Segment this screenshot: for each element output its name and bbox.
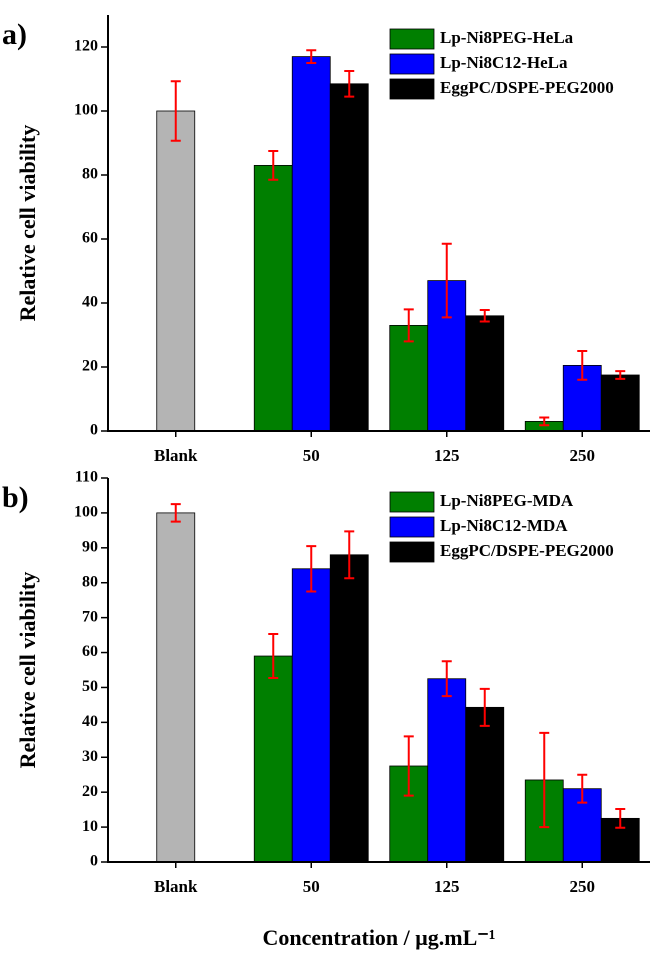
- bar: [253, 164, 293, 432]
- x-tick-label: 50: [303, 446, 320, 465]
- y-tick-label: 110: [75, 469, 98, 486]
- y-tick-label: 0: [90, 853, 98, 870]
- x-tick-label: 250: [570, 446, 596, 465]
- bar: [253, 655, 293, 863]
- x-tick-label: Blank: [154, 877, 198, 896]
- blank-bar: [156, 110, 196, 432]
- y-axis-label: Relative cell viability: [15, 572, 40, 769]
- legend-swatch: [389, 78, 435, 100]
- y-tick-label: 100: [74, 102, 98, 119]
- x-tick-label: Blank: [154, 446, 198, 465]
- x-tick-label: 125: [434, 877, 460, 896]
- error-bar: [170, 80, 181, 142]
- y-tick-label: 20: [82, 358, 98, 375]
- y-tick-label: 80: [82, 573, 98, 590]
- bar: [465, 706, 505, 863]
- y-tick-label: 100: [74, 504, 98, 521]
- bar: [291, 568, 331, 863]
- legend-swatch: [389, 28, 435, 50]
- y-tick-label: 90: [82, 538, 98, 555]
- y-tick-label: 120: [74, 38, 98, 55]
- panel-label: a): [2, 18, 27, 51]
- error-bar: [539, 416, 550, 427]
- error-bar: [268, 150, 279, 181]
- bar: [329, 83, 369, 432]
- bar: [465, 315, 505, 432]
- y-tick-label: 70: [82, 608, 98, 625]
- error-bar: [403, 308, 414, 343]
- y-tick-label: 40: [82, 294, 98, 311]
- bar: [291, 56, 331, 432]
- error-bar: [441, 242, 452, 319]
- y-tick-label: 80: [82, 166, 98, 183]
- legend-label: EggPC/DSPE-PEG2000: [440, 78, 614, 97]
- y-tick-label: 0: [90, 422, 98, 439]
- axes: [107, 15, 650, 432]
- error-bar: [306, 49, 317, 64]
- legend-label: Lp-Ni8C12-HeLa: [440, 53, 568, 72]
- axes: [107, 478, 650, 863]
- error-bar: [539, 731, 550, 829]
- legend-swatch: [389, 541, 435, 563]
- bar: [329, 554, 369, 863]
- bar: [427, 678, 467, 863]
- error-bar: [344, 530, 355, 580]
- x-tick-label: 250: [570, 877, 596, 896]
- legend-swatch: [389, 491, 435, 513]
- y-axis-label: Relative cell viability: [15, 125, 40, 322]
- error-bar: [577, 773, 588, 804]
- error-bar: [479, 309, 490, 323]
- error-bar: [577, 350, 588, 381]
- x-tick-label: 125: [434, 446, 460, 465]
- error-bar: [268, 633, 279, 680]
- y-tick-label: 20: [82, 783, 98, 800]
- bar: [600, 374, 640, 432]
- legend-label: EggPC/DSPE-PEG2000: [440, 541, 614, 560]
- y-tick-label: 60: [82, 643, 98, 660]
- y-tick-label: 50: [82, 678, 98, 695]
- error-bar: [170, 503, 181, 523]
- error-bar: [344, 70, 355, 98]
- legend-swatch: [389, 53, 435, 75]
- x-axis-label: Concentration / μg.mL⁻¹: [263, 925, 496, 950]
- legend-label: Lp-Ni8PEG-HeLa: [440, 28, 574, 47]
- legend-label: Lp-Ni8C12-MDA: [440, 516, 568, 535]
- panel-label: b): [2, 481, 29, 514]
- y-tick-label: 10: [82, 818, 98, 835]
- y-tick-label: 30: [82, 748, 98, 765]
- y-tick-label: 60: [82, 230, 98, 247]
- error-bar: [403, 735, 414, 797]
- error-bar: [479, 687, 490, 727]
- y-tick-label: 40: [82, 713, 98, 730]
- legend-label: Lp-Ni8PEG-MDA: [440, 491, 574, 510]
- error-bar: [306, 545, 317, 593]
- blank-bar: [156, 512, 196, 863]
- error-bar: [615, 370, 626, 380]
- error-bar: [615, 807, 626, 829]
- error-bar: [441, 660, 452, 698]
- x-tick-label: 50: [303, 877, 320, 896]
- legend-swatch: [389, 516, 435, 538]
